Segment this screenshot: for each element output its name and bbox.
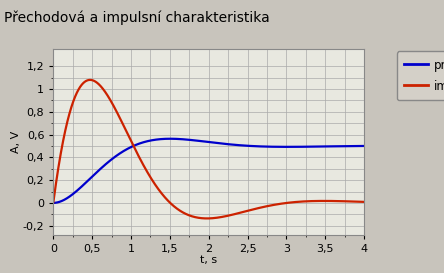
Y-axis label: A, V: A, V <box>11 131 21 153</box>
X-axis label: t, s: t, s <box>200 255 217 265</box>
Legend: prechod, impuls: prechod, impuls <box>397 51 444 100</box>
Text: Přechodová a impulsní charakteristika: Přechodová a impulsní charakteristika <box>4 11 270 25</box>
